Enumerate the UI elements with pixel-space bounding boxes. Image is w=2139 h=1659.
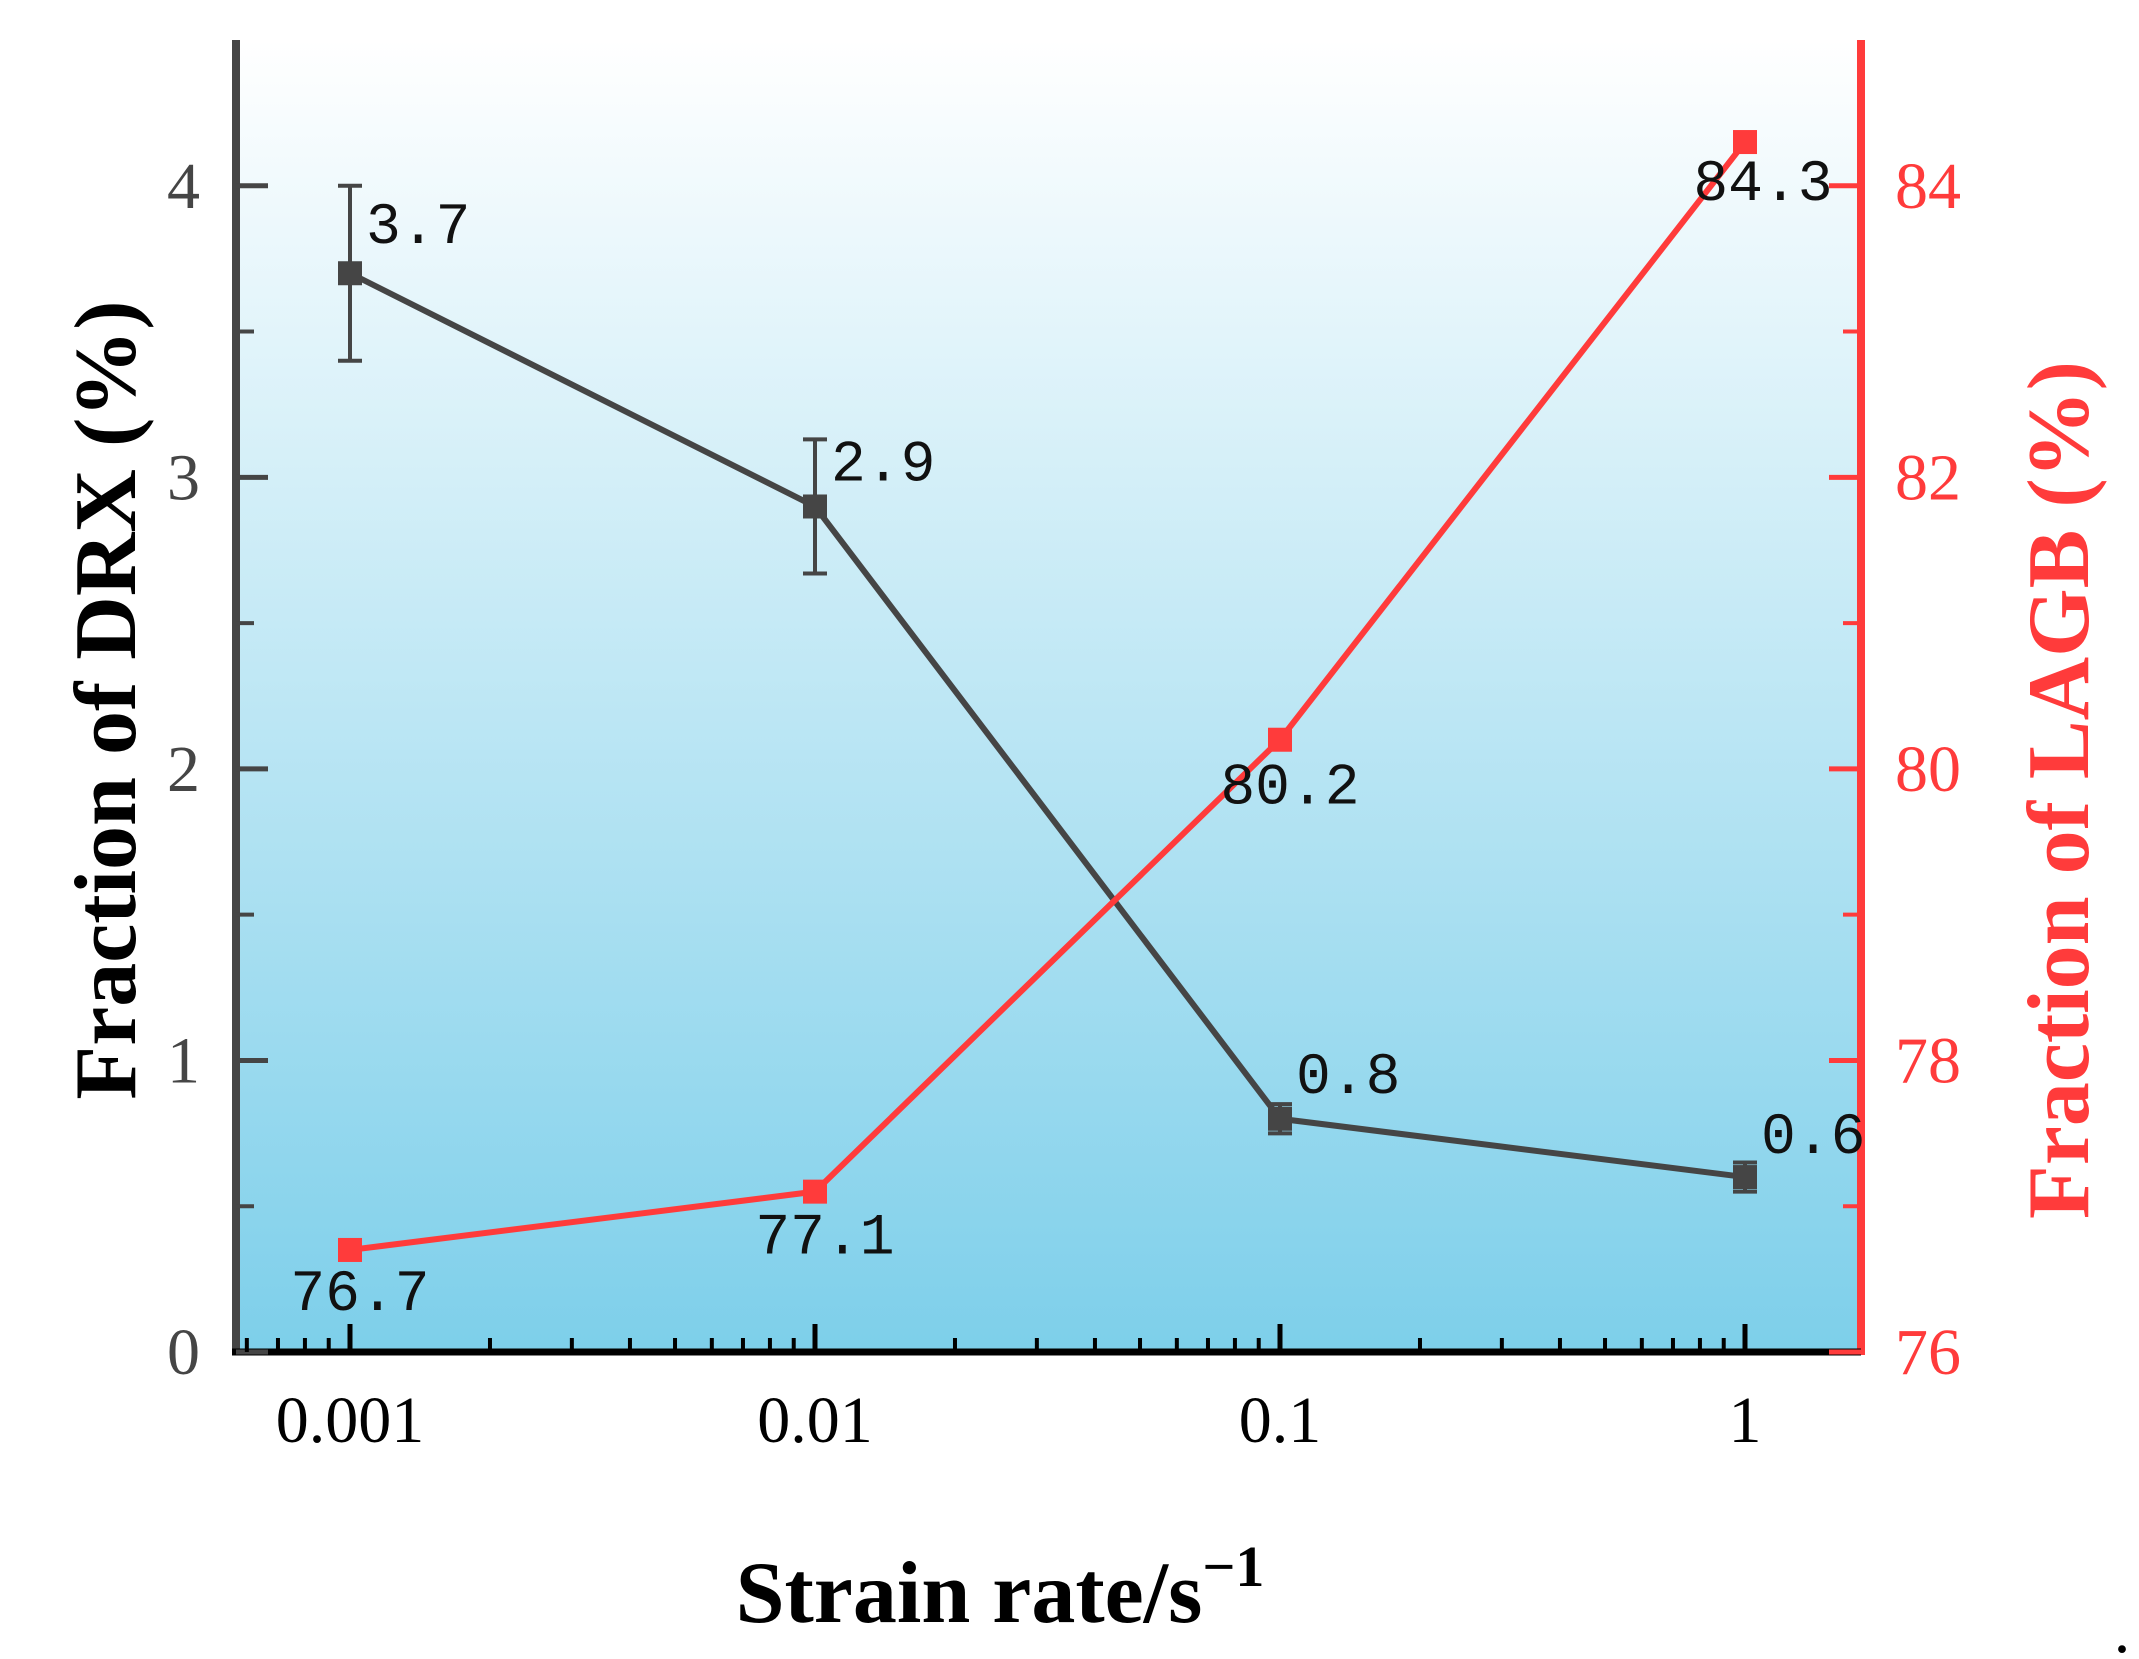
series-line-lagb — [349, 140, 1748, 1253]
data-point-drx — [803, 494, 827, 519]
data-point-drx — [1268, 1106, 1292, 1131]
data-label-drx: 0.8 — [1296, 1046, 1400, 1111]
data-label-drx: 3.7 — [366, 196, 470, 261]
left-tick-label: 0 — [167, 1316, 200, 1389]
x-tick-label: 0.01 — [757, 1384, 873, 1457]
data-point-lagb — [1733, 130, 1757, 155]
x-tick-label: 1 — [1729, 1384, 1762, 1457]
x-tick-label: 0.001 — [276, 1384, 425, 1457]
data-label-lagb: 80.2 — [1220, 757, 1359, 822]
data-point-drx — [338, 261, 362, 286]
right-tick-label: 84 — [1895, 150, 1961, 223]
right-tick-label: 82 — [1895, 441, 1961, 514]
right-tick-label: 78 — [1895, 1024, 1961, 1097]
x-tick-label: 0.1 — [1239, 1384, 1322, 1457]
data-point-lagb — [338, 1237, 362, 1262]
data-label-drx: 0.6 — [1761, 1106, 1865, 1171]
data-point-lagb — [1268, 727, 1292, 752]
data-point-drx — [1733, 1165, 1757, 1190]
x-axis-title: Strain rate/s−1 — [736, 1534, 1265, 1642]
left-tick-label: 3 — [167, 441, 200, 514]
data-label-lagb: 76.7 — [290, 1263, 429, 1328]
left-tick-label: 4 — [167, 150, 200, 223]
data-label-drx: 2.9 — [831, 433, 935, 498]
data-label-lagb: 84.3 — [1693, 153, 1832, 218]
data-point-lagb — [803, 1179, 827, 1204]
x-axis-title-text: Strain rate/s — [736, 1545, 1203, 1642]
right-tick-label: 80 — [1895, 733, 1961, 806]
left-tick-label: 2 — [167, 733, 200, 806]
plot-background — [236, 40, 1861, 1352]
x-axis-title-superscript: −1 — [1202, 1534, 1264, 1599]
trailing-period: . — [2114, 1594, 2131, 1659]
right-axis-title: Fraction of LAGB (%) — [2011, 361, 2108, 1219]
left-tick-label: 1 — [167, 1024, 200, 1097]
data-label-lagb: 77.1 — [755, 1207, 894, 1272]
left-axis-title: Fraction of DRX (%) — [58, 300, 155, 1099]
series-line-drx — [348, 270, 1746, 1181]
right-tick-label: 76 — [1895, 1316, 1961, 1389]
